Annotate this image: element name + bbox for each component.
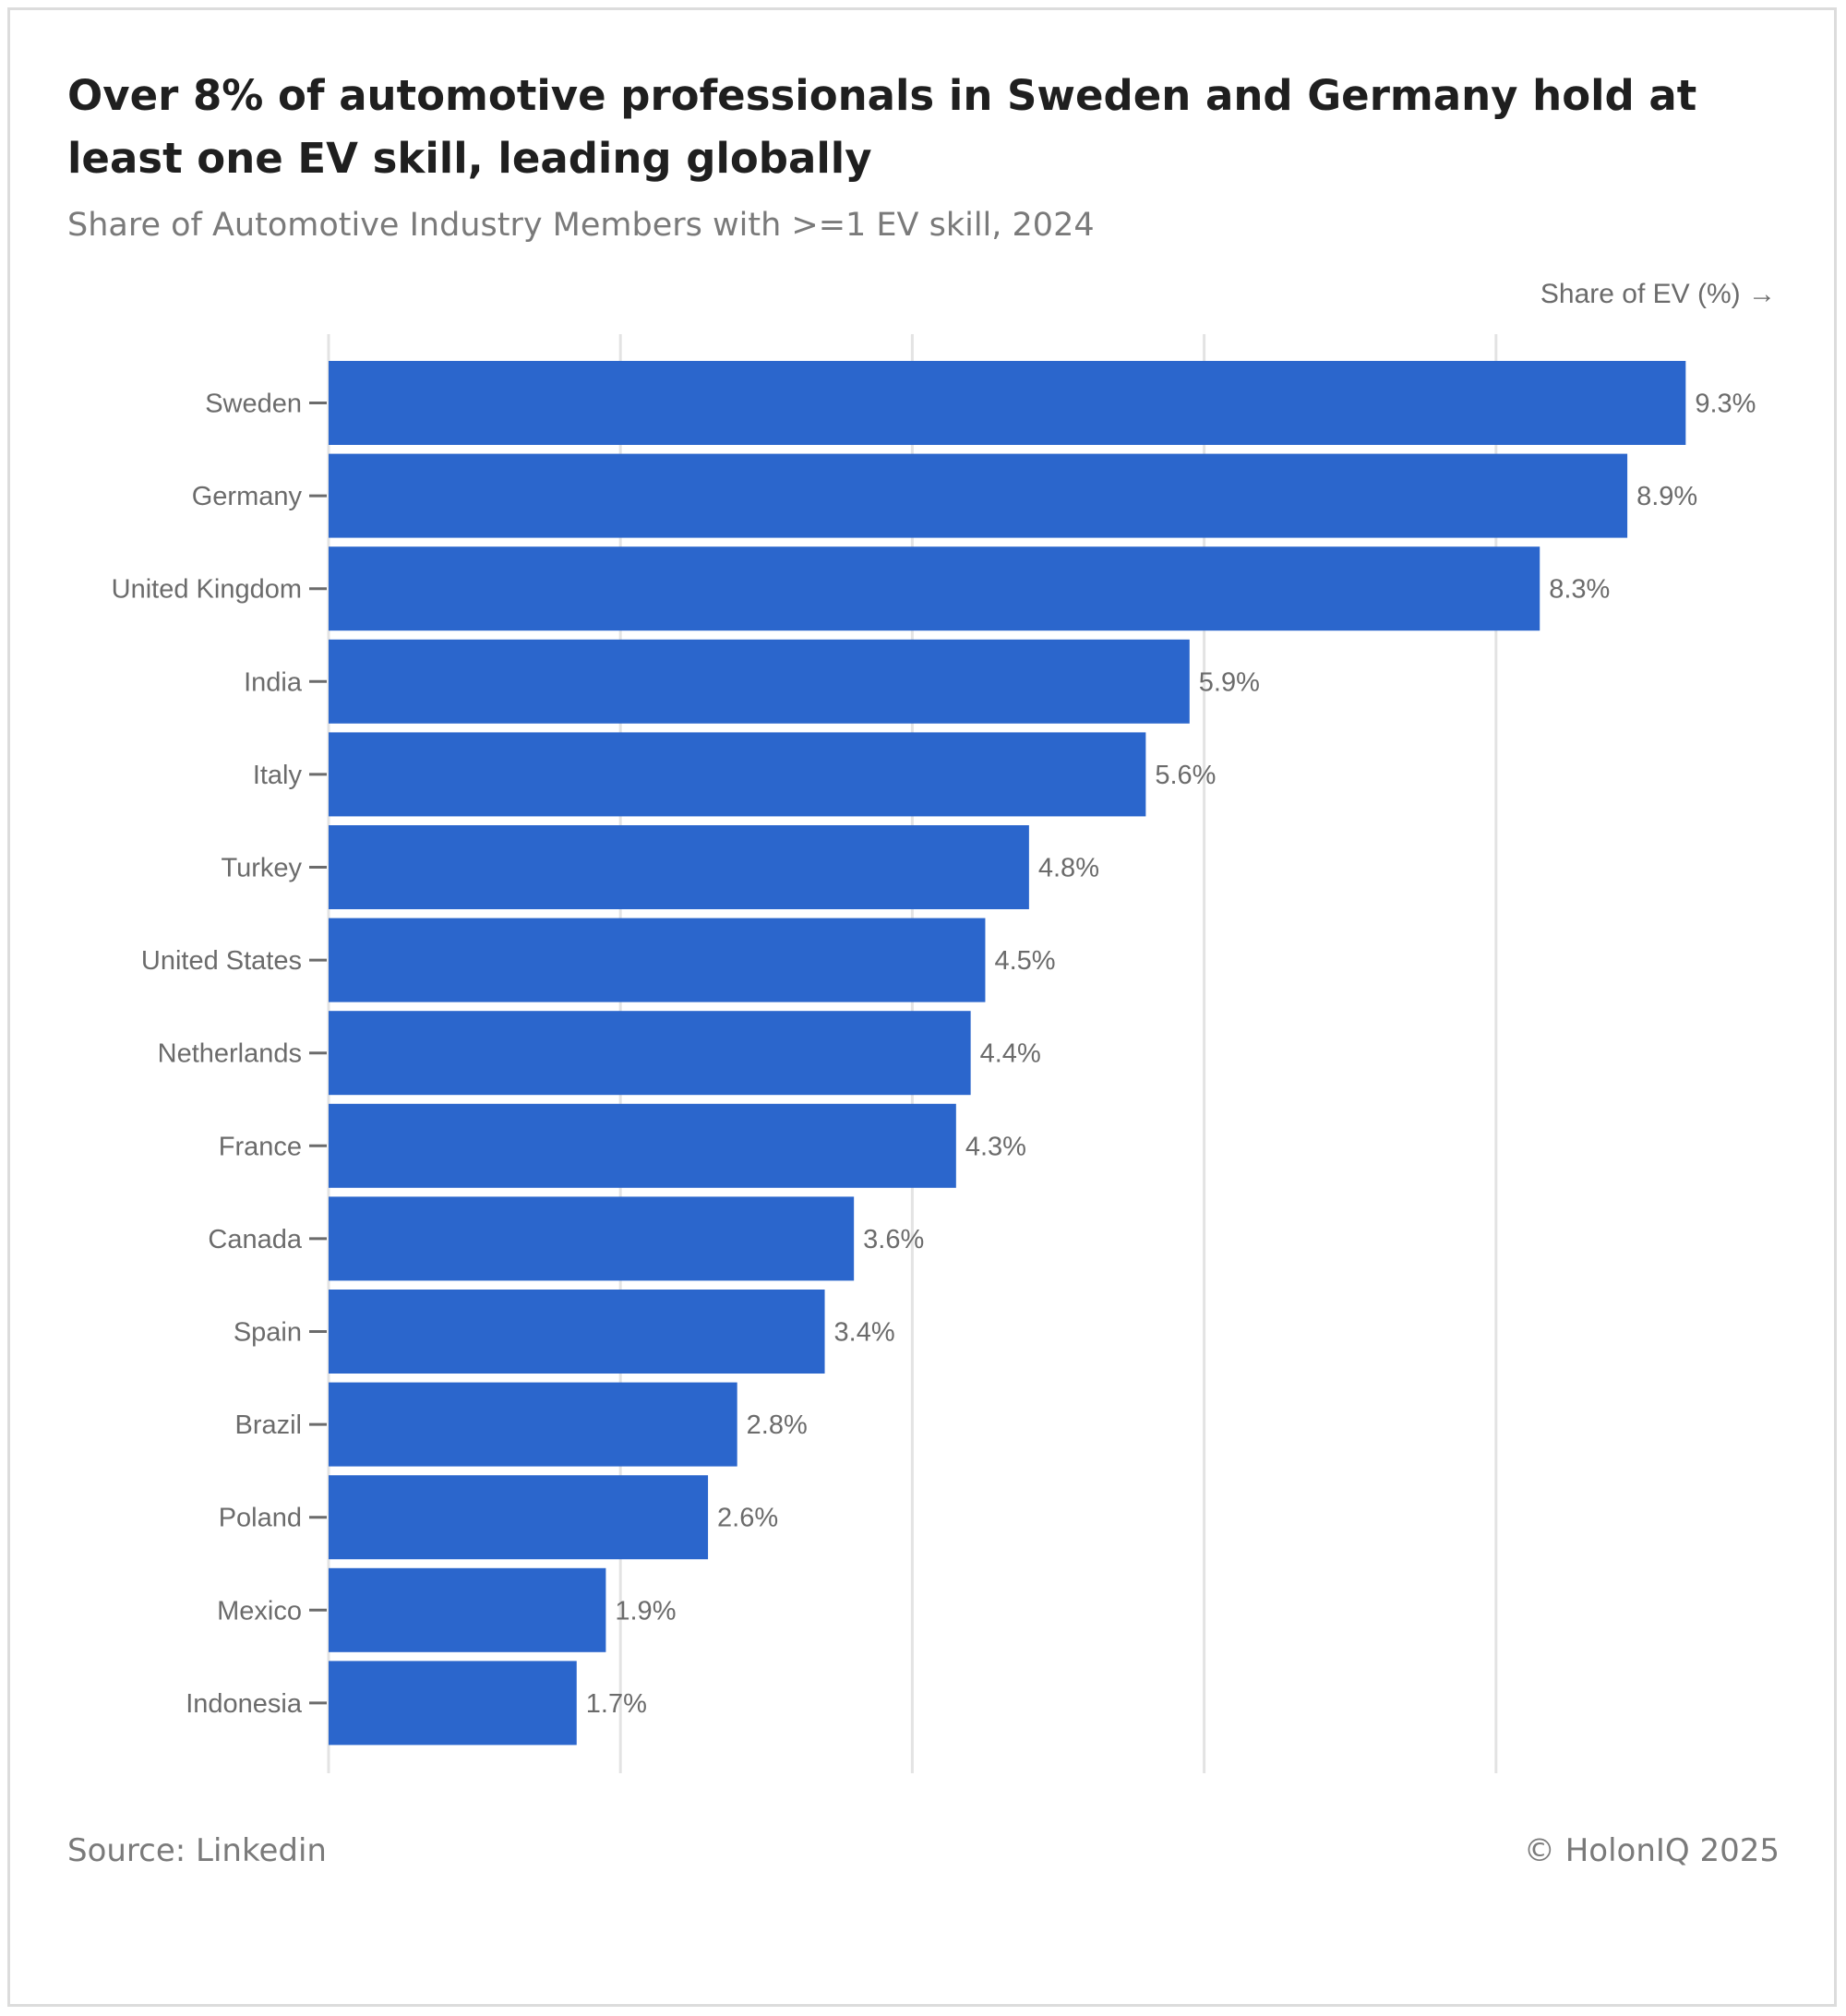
bar-brazil (329, 1382, 737, 1467)
bar-mexico (329, 1567, 606, 1652)
bar-united-states (329, 918, 986, 1002)
bar-germany (329, 453, 1628, 538)
category-label-canada: Canada (208, 1225, 302, 1254)
category-label-india: India (244, 667, 303, 697)
value-label-germany: 8.9% (1636, 482, 1697, 511)
value-label-india: 5.9% (1199, 667, 1260, 697)
category-label-spain: Spain (234, 1318, 302, 1348)
bar-netherlands (329, 1011, 971, 1096)
category-label-brazil: Brazil (234, 1410, 302, 1440)
category-label-italy: Italy (253, 761, 303, 790)
source-note: Source: Linkedin (67, 1832, 327, 1869)
category-label-netherlands: Netherlands (158, 1039, 302, 1069)
category-label-united-kingdom: United Kingdom (112, 575, 302, 605)
category-label-sweden: Sweden (205, 390, 302, 419)
category-label-united-states: United States (141, 946, 302, 976)
value-label-netherlands: 4.4% (980, 1039, 1041, 1069)
bar-united-kingdom (329, 546, 1540, 631)
value-label-canada: 3.6% (863, 1225, 924, 1254)
bar-poland (329, 1475, 709, 1560)
category-label-france: France (219, 1132, 302, 1161)
value-label-poland: 2.6% (717, 1504, 778, 1533)
value-label-france: 4.3% (965, 1132, 1026, 1161)
x-axis-title: Share of EV (%) → (1540, 279, 1776, 309)
bar-sweden (329, 361, 1686, 445)
category-label-germany: Germany (192, 482, 303, 511)
category-label-mexico: Mexico (217, 1596, 302, 1626)
value-label-spain: 3.4% (834, 1318, 895, 1348)
bar-canada (329, 1196, 855, 1281)
value-label-united-kingdom: 8.3% (1549, 575, 1610, 605)
bar-spain (329, 1290, 825, 1374)
chart-title: Over 8% of automotive professionals in S… (67, 71, 1697, 183)
chart-frame (7, 7, 1837, 2007)
value-label-italy: 5.6% (1155, 761, 1216, 790)
value-label-united-states: 4.5% (994, 946, 1055, 976)
bar-france (329, 1103, 956, 1188)
value-label-mexico: 1.9% (615, 1596, 676, 1626)
bar-indonesia (329, 1661, 577, 1746)
category-label-indonesia: Indonesia (186, 1689, 303, 1719)
bar-india (329, 639, 1190, 724)
value-label-turkey: 4.8% (1038, 854, 1099, 883)
value-label-brazil: 2.8% (747, 1410, 808, 1440)
value-label-indonesia: 1.7% (586, 1689, 647, 1719)
category-label-poland: Poland (219, 1504, 302, 1533)
value-label-sweden: 9.3% (1695, 390, 1756, 419)
category-label-turkey: Turkey (221, 854, 302, 883)
chart-subtitle: Share of Automotive Industry Members wit… (67, 207, 1095, 244)
bar-italy (329, 732, 1146, 817)
copyright-note: © HolonIQ 2025 (1523, 1832, 1780, 1869)
bar-turkey (329, 825, 1029, 909)
